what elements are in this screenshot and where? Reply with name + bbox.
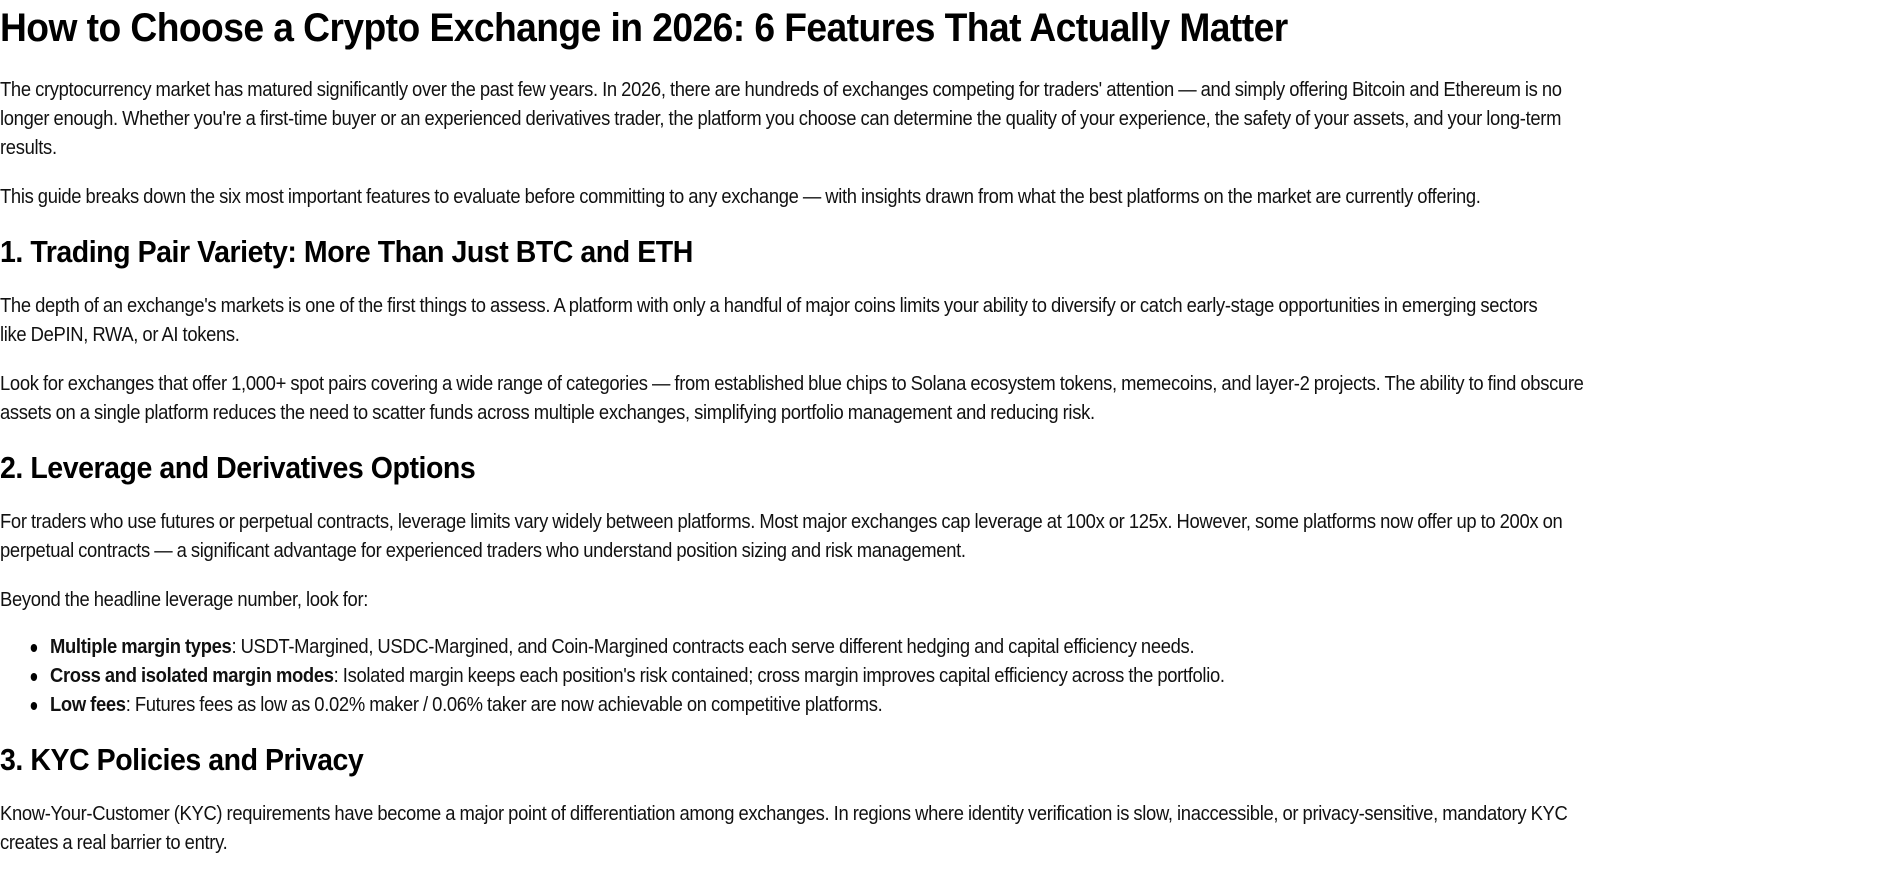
- text-line: Look for exchanges that offer 1,000+ spo…: [0, 373, 1584, 395]
- list-item-text: : Isolated margin keeps each position's …: [333, 665, 1225, 687]
- intro-paragraph-2: This guide breaks down the six most impo…: [0, 183, 1886, 212]
- section-heading: 2. Leverage and Derivatives Options: [0, 450, 476, 485]
- text-line: creates a real barrier to entry.: [0, 832, 228, 854]
- text-line: Beyond the headline leverage number, loo…: [0, 589, 369, 611]
- text-line: assets on a single platform reduces the …: [0, 402, 1095, 424]
- list-item-margin-types: Multiple margin types: USDT-Margined, US…: [30, 633, 1744, 662]
- section-paragraph: Look for exchanges that offer 1,000+ spo…: [0, 370, 1886, 428]
- bullet-icon: [30, 702, 38, 710]
- feature-bullet-list: Multiple margin types: USDT-Margined, US…: [0, 633, 1891, 720]
- text-line: results.: [0, 137, 57, 159]
- section-heading: 3. KYC Policies and Privacy: [0, 742, 364, 777]
- intro-paragraph-1: The cryptocurrency market has matured si…: [0, 76, 1886, 163]
- article-title: How to Choose a Crypto Exchange in 2026:…: [0, 6, 1288, 50]
- section-kyc-privacy: 3. KYC Policies and Privacy Know-Your-Cu…: [0, 740, 1891, 858]
- section-leverage-derivatives: 2. Leverage and Derivatives Options For …: [0, 448, 1891, 720]
- list-item-label: Low fees: [50, 694, 126, 716]
- text-line: Know-Your-Customer (KYC) requirements ha…: [0, 803, 1568, 825]
- text-line: like DePIN, RWA, or AI tokens.: [0, 324, 240, 346]
- list-item-margin-modes: Cross and isolated margin modes: Isolate…: [30, 662, 1744, 691]
- text-line: The depth of an exchange's markets is on…: [0, 295, 1538, 317]
- section-paragraph: For traders who use futures or perpetual…: [0, 508, 1886, 566]
- text-line: perpetual contracts — a significant adva…: [0, 540, 966, 562]
- text-line: The cryptocurrency market has matured si…: [0, 79, 1562, 101]
- list-item-text: : Futures fees as low as 0.02% maker / 0…: [125, 694, 883, 716]
- text-line: For traders who use futures or perpetual…: [0, 511, 1563, 533]
- list-item-low-fees: Low fees: Futures fees as low as 0.02% m…: [30, 691, 1744, 720]
- section-paragraph: Know-Your-Customer (KYC) requirements ha…: [0, 800, 1886, 858]
- article: How to Choose a Crypto Exchange in 2026:…: [0, 2, 1891, 858]
- list-item-label: Cross and isolated margin modes: [50, 665, 334, 687]
- text-line: longer enough. Whether you're a first-ti…: [0, 108, 1562, 130]
- section-paragraph: The depth of an exchange's markets is on…: [0, 292, 1886, 350]
- bullet-icon: [30, 644, 38, 652]
- section-trading-pair-variety: 1. Trading Pair Variety: More Than Just …: [0, 232, 1891, 428]
- list-item-label: Multiple margin types: [50, 636, 232, 658]
- list-item-text: : USDT-Margined, USDC-Margined, and Coin…: [231, 636, 1195, 658]
- section-heading: 1. Trading Pair Variety: More Than Just …: [0, 234, 693, 269]
- text-line: This guide breaks down the six most impo…: [0, 186, 1481, 208]
- bullet-icon: [30, 673, 38, 681]
- section-paragraph: Beyond the headline leverage number, loo…: [0, 586, 1886, 615]
